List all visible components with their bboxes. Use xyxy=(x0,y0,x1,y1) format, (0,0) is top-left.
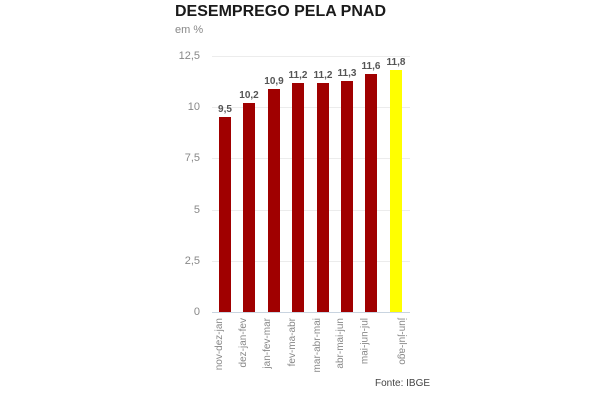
x-category-label: dez-jan-fev xyxy=(237,318,249,368)
x-category-label: jan-fev-mar xyxy=(262,318,274,369)
bar xyxy=(243,103,255,312)
x-category-label: nov-dez-jan xyxy=(213,318,225,371)
bar xyxy=(317,83,329,312)
y-tick-label: 2,5 xyxy=(184,255,200,267)
y-tick-label: 5 xyxy=(193,204,200,216)
bar-value-label: 10,2 xyxy=(239,90,259,101)
y-tick-label: 0 xyxy=(193,306,200,318)
x-axis-line xyxy=(212,312,410,313)
bar-value-label: 11,2 xyxy=(313,70,333,81)
x-category-label: mar-abr-mai xyxy=(311,318,323,373)
gridline xyxy=(212,56,410,57)
gridline xyxy=(212,210,410,211)
chart-title: DESEMPREGO PELA PNAD xyxy=(175,3,386,20)
x-category-label: fev-ma-abr xyxy=(286,318,298,367)
bar-highlighted xyxy=(390,70,402,312)
bar-value-label: 9,5 xyxy=(218,104,232,115)
y-tick-label: 10 xyxy=(187,101,200,113)
bar-value-label: 11,6 xyxy=(361,61,381,72)
bar xyxy=(341,81,353,312)
bar-value-label: 10,9 xyxy=(264,76,284,87)
gridline xyxy=(212,261,410,262)
bar xyxy=(365,74,377,312)
bar xyxy=(219,117,231,312)
x-category-label: jun-jul-ago xyxy=(396,318,408,365)
x-category-label: mai-jun-jul xyxy=(359,318,371,365)
bar-value-label: 11,8 xyxy=(386,57,406,68)
bar-value-label: 11,2 xyxy=(288,70,308,81)
bar xyxy=(292,83,304,312)
source-credit: Fonte: IBGE xyxy=(375,378,431,389)
y-tick-label: 7,5 xyxy=(184,152,200,164)
gridline xyxy=(212,158,410,159)
x-category-label: abr-mai-jun xyxy=(335,318,347,369)
bar-value-label: 11,3 xyxy=(337,68,357,79)
bar xyxy=(268,89,280,312)
y-tick-label: 12,5 xyxy=(178,50,200,62)
gridline xyxy=(212,107,410,108)
chart-unit-subtitle: em % xyxy=(175,24,204,36)
